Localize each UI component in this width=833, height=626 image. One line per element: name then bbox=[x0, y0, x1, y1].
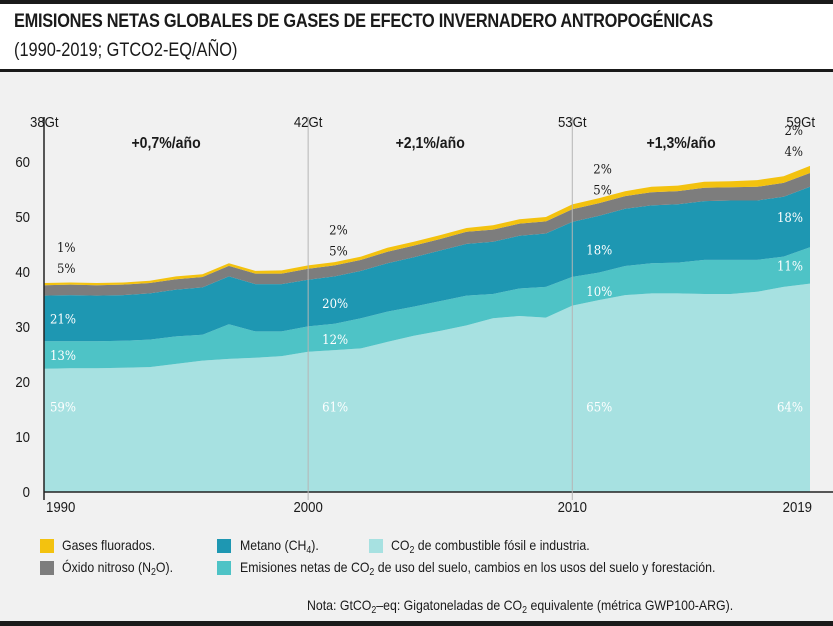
growth-label-2000-2010: +2,1%/año bbox=[396, 134, 465, 152]
legend-swatch-fgas bbox=[40, 539, 54, 553]
share-co2_lulucf-2010: 10% bbox=[586, 285, 612, 300]
legend-swatch-co2-fossil bbox=[369, 539, 383, 553]
y-tick-60: 60 bbox=[15, 153, 30, 170]
legend-swatch-n2o bbox=[40, 561, 54, 575]
area-n2o bbox=[44, 173, 810, 296]
total-label-2019: 59Gt bbox=[786, 113, 815, 130]
y-tick-10: 10 bbox=[15, 428, 30, 445]
legend-fgas: Gases fluorados. bbox=[62, 537, 156, 553]
y-tick-20: 20 bbox=[15, 373, 30, 390]
x-tick-2019: 2019 bbox=[783, 498, 812, 515]
area-fgas bbox=[44, 165, 810, 286]
legend-swatch-co2-lulucf bbox=[217, 561, 231, 575]
share-n2o-1990: 5% bbox=[57, 261, 76, 276]
share-fgas-1990: 1% bbox=[57, 240, 76, 255]
share-fgas-2019: 2% bbox=[784, 123, 803, 138]
y-tick-50: 50 bbox=[15, 208, 30, 225]
chart-title: EMISIONES NETAS GLOBALES DE GASES DE EFE… bbox=[14, 11, 713, 32]
area-methane bbox=[44, 186, 810, 342]
bottom-rule bbox=[0, 621, 833, 626]
legend-co2-fossil: CO2 de combustible fósil e industria. bbox=[391, 537, 590, 556]
share-fgas-2000: 2% bbox=[329, 223, 348, 238]
share-n2o-2019: 4% bbox=[784, 144, 803, 159]
share-co2_fossil-2000: 61% bbox=[322, 400, 348, 415]
y-tick-30: 30 bbox=[15, 318, 30, 335]
share-n2o-2010: 5% bbox=[593, 183, 612, 198]
header-rule bbox=[0, 69, 833, 72]
share-n2o-2000: 5% bbox=[329, 244, 348, 259]
share-co2_fossil-2019: 64% bbox=[777, 400, 803, 415]
legend-n2o: Óxido nitroso (N2O). bbox=[62, 559, 174, 578]
legend-methane: Metano (CH4). bbox=[240, 537, 319, 556]
total-label-1990: 38Gt bbox=[30, 113, 59, 130]
total-label-2010: 53Gt bbox=[558, 113, 587, 130]
x-tick-1990: 1990 bbox=[46, 498, 75, 515]
share-methane-2019: 18% bbox=[777, 210, 803, 225]
share-co2_lulucf-2019: 11% bbox=[777, 259, 803, 274]
share-co2_lulucf-2000: 12% bbox=[322, 333, 348, 348]
growth-label-1990-2000: +0,7%/año bbox=[131, 134, 200, 152]
legend-swatch-methane bbox=[217, 539, 231, 553]
share-methane-2000: 20% bbox=[322, 297, 348, 312]
share-co2_fossil-2010: 65% bbox=[586, 400, 612, 415]
x-tick-2000: 2000 bbox=[293, 498, 322, 515]
area-co2_fossil bbox=[44, 283, 810, 492]
legend-co2-lulucf: Emisiones netas de CO2 de uso del suelo,… bbox=[240, 559, 716, 578]
chart-subtitle: (1990-2019; GTCO2-EQ/AÑO) bbox=[14, 40, 238, 61]
footnote: Nota: GtCO2–eq: Gigatoneladas de CO2 equ… bbox=[307, 597, 734, 616]
share-methane-1990: 21% bbox=[50, 312, 76, 327]
share-co2_fossil-1990: 59% bbox=[50, 400, 76, 415]
area-co2_lulucf bbox=[44, 247, 810, 369]
share-co2_lulucf-1990: 13% bbox=[50, 348, 76, 363]
x-tick-2010: 2010 bbox=[558, 498, 587, 515]
top-rule bbox=[0, 0, 833, 4]
share-methane-2010: 18% bbox=[586, 243, 612, 258]
growth-label-2010-2019: +1,3%/año bbox=[647, 134, 716, 152]
share-fgas-2010: 2% bbox=[593, 162, 612, 177]
y-tick-40: 40 bbox=[15, 263, 30, 280]
total-label-2000: 42Gt bbox=[294, 113, 323, 130]
y-tick-0: 0 bbox=[23, 483, 30, 500]
